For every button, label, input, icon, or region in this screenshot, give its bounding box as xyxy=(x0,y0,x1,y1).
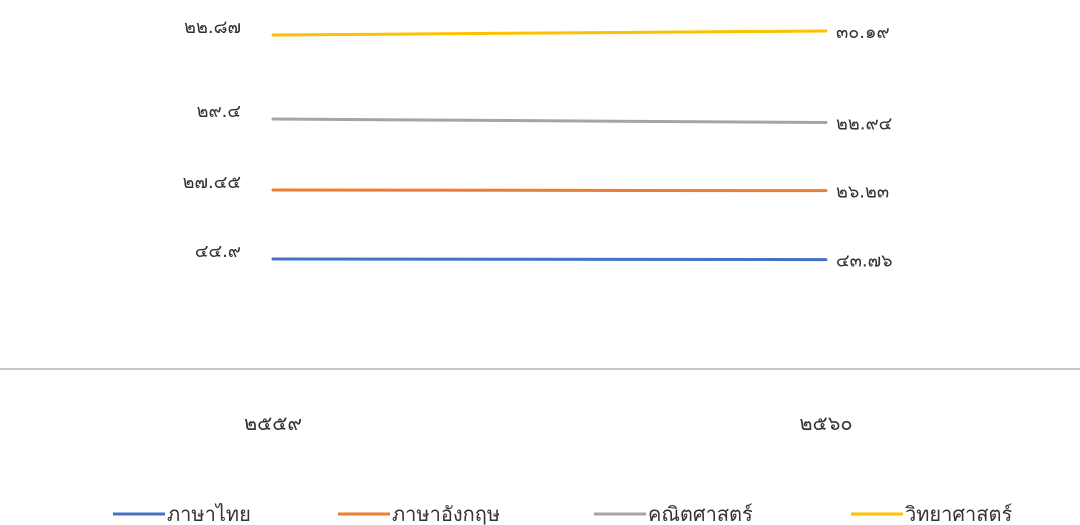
legend-label: ภาษาอังกฤษ xyxy=(392,502,500,525)
data-label: ๒๖.๒๓ xyxy=(836,182,889,203)
series-line xyxy=(271,29,828,37)
x-tick-label: ๒๕๕๙ xyxy=(244,411,302,435)
data-label: ๒๗.๔๕ xyxy=(183,172,241,193)
x-tick-labels: ๒๕๕๙ ๒๕๖๐ xyxy=(244,411,853,435)
legend-label: ภาษาไทย xyxy=(167,502,251,525)
x-tick-label: ๒๕๖๐ xyxy=(799,411,852,435)
series-line xyxy=(271,188,828,193)
data-label: ๒๒.๘๗ xyxy=(184,17,241,38)
series-layer: ๔๔.๙ ๔๓.๗๖ ๒๗.๔๕ ๒๖.๒๓ ๒๙.๔๒๒.๙๔ ๒๒.๘๗ ๓๐.๑๙ xyxy=(183,17,893,272)
series-line xyxy=(271,257,828,262)
legend-label: คณิตศาสตร์ xyxy=(648,502,753,525)
legend-label: วิทยาศาสตร์ xyxy=(905,502,1012,525)
data-label: ๓๐.๑๙ xyxy=(836,22,890,43)
legend-item: ภาษาไทย xyxy=(113,502,251,525)
legend-item: วิทยาศาสตร์ xyxy=(851,502,1012,525)
data-label: ๔๓.๗๖ xyxy=(836,251,893,272)
data-label: ๔๔.๙ xyxy=(195,241,241,262)
data-label: ๒๙.๔ xyxy=(197,101,241,122)
legend-item: ภาษาอังกฤษ xyxy=(338,502,500,525)
series-line xyxy=(271,117,828,125)
data-label: ๒๒.๙๔ xyxy=(836,114,892,135)
legend: ภาษาไทย ภาษาอังกฤษ คณิตศาสตร์ วิทยาศาสตร… xyxy=(113,502,1012,525)
legend-item: คณิตศาสตร์ xyxy=(594,502,753,525)
